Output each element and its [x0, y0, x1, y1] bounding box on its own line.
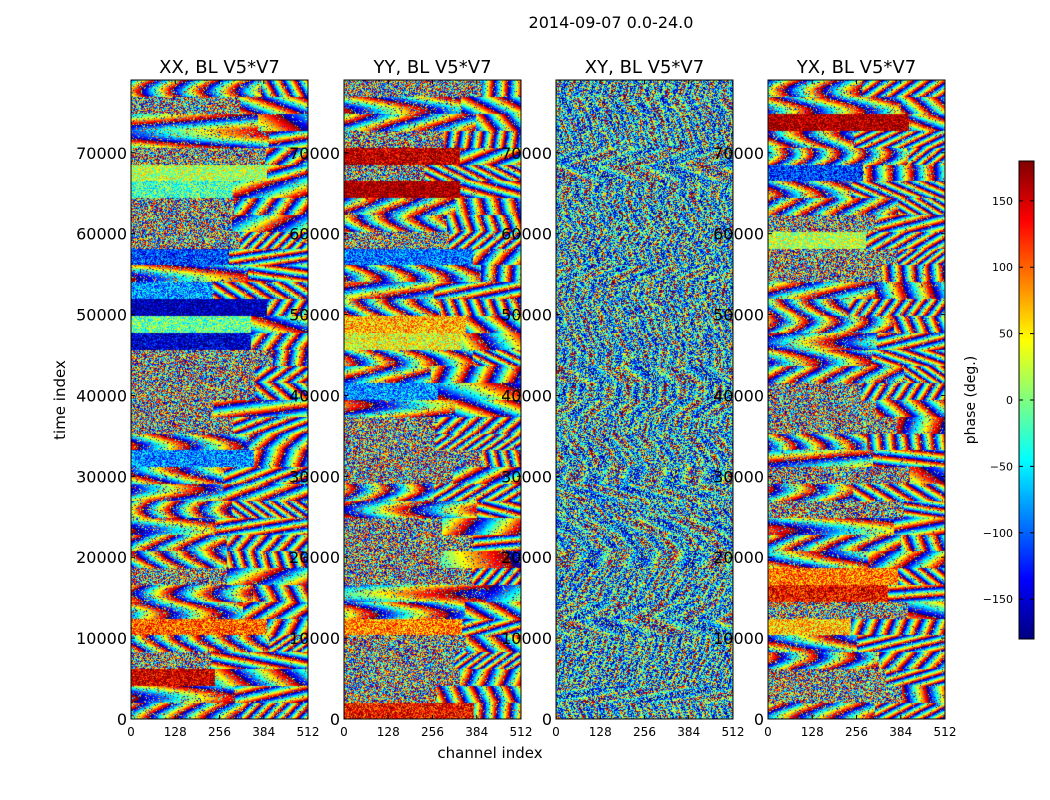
colorbar-tick-label: 50 — [999, 328, 1013, 341]
y-tick-label: 30000 — [501, 467, 552, 486]
x-tick-label: 0 — [764, 725, 772, 739]
y-tick-label: 40000 — [713, 386, 764, 405]
y-tick-label: 0 — [542, 710, 552, 729]
y-tick-label: 70000 — [713, 144, 764, 163]
colorbar-tick-label: 150 — [992, 195, 1013, 208]
y-tick-label: 20000 — [713, 548, 764, 567]
y-tick-label: 0 — [330, 710, 340, 729]
x-tick-label: 0 — [127, 725, 135, 739]
y-tick-label: 20000 — [501, 548, 552, 567]
colorbar-tick-label: 0 — [1006, 394, 1013, 407]
panel-1: XX, BL V5*V7 0 128 256 384 512 0 10000 20000 3000… — [76, 57, 319, 739]
x-tick-label: 512 — [510, 725, 533, 739]
x-tick-label: 0 — [552, 725, 560, 739]
x-tick-label: 128 — [377, 725, 400, 739]
x-tick-label: 256 — [208, 725, 231, 739]
x-tick-label: 384 — [252, 725, 275, 739]
x-tick-label: 128 — [801, 725, 824, 739]
y-tick-label: 60000 — [713, 225, 764, 244]
x-tick-label: 512 — [297, 725, 320, 739]
y-tick-label: 50000 — [501, 306, 552, 325]
x-tick-label: 0 — [340, 725, 348, 739]
panel-2: YY, BL V5*V7 0 128 256 384 512 0 10000 20000 3000… — [289, 57, 532, 739]
colorbar-label: phase (deg.) — [963, 356, 979, 444]
y-tick-label: 10000 — [713, 629, 764, 648]
heatmap-image — [768, 80, 945, 719]
x-tick-label: 128 — [164, 725, 187, 739]
panel-title: YY, BL V5*V7 — [372, 57, 491, 78]
colorbar-tick-label: 100 — [992, 261, 1013, 274]
colorbar: 150 100 50 0 −50 −100 −150 phase (deg.) — [963, 160, 1035, 640]
y-tick-label: 50000 — [76, 306, 127, 325]
x-tick-label: 384 — [889, 725, 912, 739]
y-tick-label: 70000 — [289, 144, 340, 163]
x-tick-label: 256 — [845, 725, 868, 739]
heatmap-image — [556, 80, 733, 719]
x-tick-label: 512 — [934, 725, 957, 739]
colorbar-tick-label: −100 — [983, 527, 1013, 540]
x-tick-label: 384 — [465, 725, 488, 739]
y-tick-label: 0 — [117, 710, 127, 729]
panel-3: XY, BL V5*V7 0 128 256 384 512 0 10000 20000 3000… — [501, 57, 744, 739]
y-tick-label: 40000 — [501, 386, 552, 405]
colorbar-tick-label: −50 — [990, 460, 1013, 473]
panel-title: XX, BL V5*V7 — [159, 57, 280, 78]
y-tick-label: 0 — [754, 710, 764, 729]
x-tick-label: 128 — [589, 725, 612, 739]
y-tick-label: 10000 — [76, 629, 127, 648]
y-tick-label: 30000 — [289, 467, 340, 486]
heatmap-image — [131, 80, 308, 719]
x-tick-label: 384 — [677, 725, 700, 739]
y-tick-label: 60000 — [289, 225, 340, 244]
figure-suptitle: 2014-09-07 0.0-24.0 — [529, 13, 694, 32]
y-tick-label: 20000 — [289, 548, 340, 567]
y-tick-label: 50000 — [289, 306, 340, 325]
panel-title: XY, BL V5*V7 — [585, 57, 704, 78]
y-tick-label: 70000 — [501, 144, 552, 163]
y-tick-label: 10000 — [501, 629, 552, 648]
y-tick-label: 30000 — [713, 467, 764, 486]
y-tick-label: 60000 — [76, 225, 127, 244]
colorbar-ticks: 150 100 50 0 −50 −100 −150 — [983, 195, 1034, 606]
y-tick-label: 40000 — [76, 386, 127, 405]
x-tick-label: 256 — [421, 725, 444, 739]
panel-4: YX, BL V5*V7 0 128 256 384 512 0 10000 20000 3000… — [713, 57, 956, 739]
x-tick-label: 256 — [633, 725, 656, 739]
y-axis-label: time index — [51, 360, 69, 440]
panel-title: YX, BL V5*V7 — [796, 57, 916, 78]
panels: XX, BL V5*V7 0 128 256 384 512 0 10000 20000 3000… — [76, 57, 956, 739]
y-tick-label: 70000 — [76, 144, 127, 163]
heatmap-image — [344, 80, 521, 719]
y-tick-label: 30000 — [76, 467, 127, 486]
x-tick-label: 512 — [722, 725, 745, 739]
colorbar-tick-label: −150 — [983, 593, 1013, 606]
y-tick-label: 10000 — [289, 629, 340, 648]
x-axis-label: channel index — [437, 744, 542, 762]
y-tick-label: 50000 — [713, 306, 764, 325]
y-tick-label: 20000 — [76, 548, 127, 567]
y-tick-label: 60000 — [501, 225, 552, 244]
y-tick-label: 40000 — [289, 386, 340, 405]
